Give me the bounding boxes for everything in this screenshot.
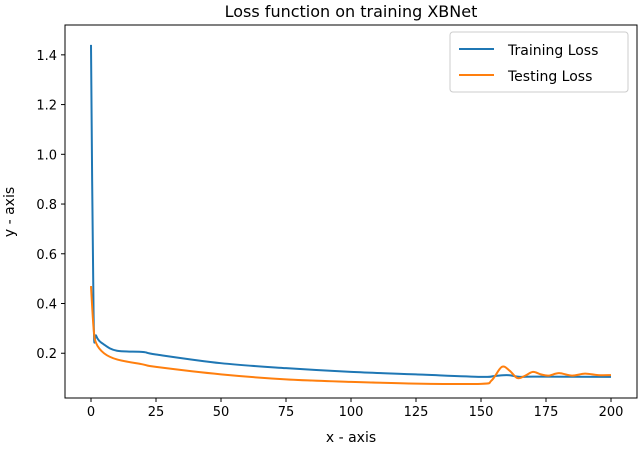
y-tick-label: 1.2 — [36, 99, 57, 114]
series-line-training-loss — [90, 44, 612, 378]
x-tick-label: 0 — [87, 405, 95, 420]
y-tick-label: 1.0 — [36, 148, 57, 163]
x-tick-label: 125 — [404, 405, 429, 420]
x-tick-label: 175 — [534, 405, 559, 420]
chart-title: Loss function on training XBNet — [225, 2, 478, 21]
x-tick-label: 25 — [148, 405, 165, 420]
y-tick-label: 0.2 — [36, 347, 57, 362]
y-axis-label: y - axis — [2, 187, 18, 237]
legend-label-training: Training Loss — [507, 43, 598, 59]
y-tick-label: 0.4 — [36, 298, 57, 313]
x-tick-label: 150 — [469, 405, 494, 420]
legend-label-testing: Testing Loss — [507, 69, 592, 85]
y-tick-label: 0.6 — [36, 248, 57, 263]
x-tick-label: 50 — [213, 405, 230, 420]
y-tick-label: 1.4 — [36, 49, 57, 64]
x-tick-label: 100 — [339, 405, 364, 420]
x-tick-label: 200 — [599, 405, 624, 420]
x-tick-label: 75 — [278, 405, 295, 420]
y-tick-label: 0.8 — [36, 198, 57, 213]
x-axis-label: x - axis — [326, 430, 376, 446]
legend-box — [449, 31, 629, 93]
series-line-testing-loss — [90, 286, 612, 386]
legend: Training Loss Testing Loss — [449, 31, 629, 93]
